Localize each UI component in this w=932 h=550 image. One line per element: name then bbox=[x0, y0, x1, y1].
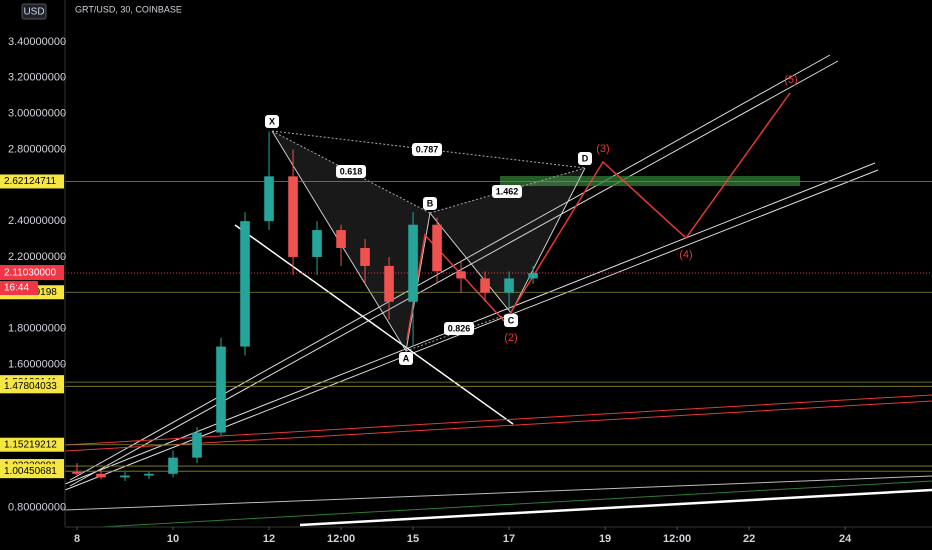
point-label: X bbox=[269, 116, 275, 126]
ratio-badge bbox=[412, 143, 442, 156]
candle-body bbox=[192, 432, 202, 458]
x-tick-label: 24 bbox=[839, 533, 852, 545]
price-tag-label: 1.15219212 bbox=[4, 439, 57, 450]
pattern-fill bbox=[430, 168, 585, 313]
y-tick-label: 1.60000000 bbox=[8, 358, 66, 370]
pattern-ratio-line bbox=[405, 312, 512, 352]
y-tick-label: 2.40000000 bbox=[8, 215, 66, 227]
currency-badge[interactable] bbox=[21, 3, 47, 20]
point-label: B bbox=[427, 198, 434, 208]
channel-line bbox=[69, 60, 839, 487]
y-tick-label: 2.20000000 bbox=[8, 251, 66, 263]
ratio-badge bbox=[336, 165, 366, 178]
candle-body bbox=[96, 473, 106, 478]
point-badge bbox=[578, 152, 592, 165]
trend-line bbox=[64, 394, 932, 446]
x-tick-label: 12:00 bbox=[663, 533, 691, 545]
y-tick-label: 3.20000000 bbox=[8, 72, 66, 84]
x-tick-label: 19 bbox=[599, 533, 611, 545]
point-badge bbox=[399, 352, 413, 365]
x-tick-label: 8 bbox=[74, 533, 80, 545]
wave-path bbox=[406, 92, 791, 341]
candle-body bbox=[72, 471, 82, 474]
trend-line bbox=[299, 488, 932, 527]
candle-body bbox=[216, 346, 226, 433]
ratio-badge bbox=[444, 322, 474, 335]
ratio-label: 0.787 bbox=[416, 144, 439, 154]
candle-body bbox=[336, 230, 346, 248]
wave-label: (2) bbox=[504, 332, 517, 344]
candle-body bbox=[120, 475, 130, 478]
last-price-tag bbox=[0, 265, 64, 281]
countdown-tag bbox=[0, 281, 38, 296]
drawings bbox=[64, 54, 932, 528]
ratio-label: 1.462 bbox=[496, 186, 519, 196]
x-tick-label: 17 bbox=[503, 533, 515, 545]
last-price-label: 2.11030000 bbox=[4, 268, 57, 279]
wave-label: (5) bbox=[784, 74, 797, 86]
candles bbox=[72, 131, 538, 481]
target-zone bbox=[500, 176, 800, 186]
time-axis bbox=[0, 527, 932, 550]
candle-body bbox=[144, 473, 154, 476]
trend-line bbox=[64, 400, 932, 452]
candle-body bbox=[504, 278, 514, 293]
wave-label: (4) bbox=[679, 249, 692, 261]
price-tag-label: 1.00450681 bbox=[4, 466, 57, 477]
trend-line bbox=[234, 224, 514, 425]
countdown-label: 16:44 bbox=[4, 283, 29, 294]
x-tick-label: 22 bbox=[743, 533, 755, 545]
x-tick-label: 15 bbox=[407, 533, 419, 545]
point-label: A bbox=[403, 353, 410, 363]
candle-body bbox=[432, 224, 442, 272]
ratio-label: 0.826 bbox=[448, 323, 471, 333]
y-tick-label: 3.40000000 bbox=[8, 36, 66, 48]
ratio-label: 0.618 bbox=[340, 166, 363, 176]
price-tag bbox=[0, 437, 64, 452]
price-tag bbox=[0, 174, 64, 189]
point-badge bbox=[423, 197, 437, 210]
candle-body bbox=[408, 224, 418, 302]
candle-body bbox=[168, 457, 178, 474]
x-tick-label: 12:00 bbox=[327, 533, 355, 545]
candle-body bbox=[456, 271, 466, 279]
point-label: C bbox=[508, 315, 515, 325]
point-label: D bbox=[582, 153, 589, 163]
candle-body bbox=[240, 221, 250, 347]
candle-body bbox=[312, 230, 322, 257]
point-badge bbox=[504, 314, 518, 327]
trend-line bbox=[64, 475, 932, 511]
channel-line bbox=[69, 54, 831, 481]
x-tick-label: 12 bbox=[263, 533, 275, 545]
candle-body bbox=[288, 176, 298, 257]
candle-body bbox=[264, 176, 274, 222]
axes: 3.40000000 3.20000000 3.00000000 2.80000000… bbox=[0, 36, 852, 545]
candle-body bbox=[360, 248, 370, 266]
y-tick-label: 3.00000000 bbox=[8, 108, 66, 120]
y-tick-label: 2.80000000 bbox=[8, 143, 66, 155]
trend-line bbox=[99, 480, 932, 528]
candle-body bbox=[528, 273, 538, 279]
currency[interactable]: USD bbox=[23, 7, 44, 18]
y-tick-label: 1.80000000 bbox=[8, 323, 66, 335]
price-tag-label: 1.47804033 bbox=[4, 381, 57, 392]
price-tag bbox=[0, 464, 64, 479]
ratio-badge bbox=[492, 185, 522, 198]
wave-label: (3) bbox=[596, 143, 609, 155]
annotations: X A B C D 0.618 0.787 1.462 0.826 (2) (3… bbox=[265, 74, 798, 365]
candle-body bbox=[384, 265, 394, 302]
price-tag-label: 2.62124711 bbox=[4, 176, 57, 187]
price-tag bbox=[0, 379, 64, 394]
y-tick-label: 0.80000000 bbox=[8, 502, 66, 514]
symbol-header: GRT/USD, 30, COINBASE bbox=[75, 4, 182, 14]
x-tick-label: 10 bbox=[167, 533, 179, 545]
point-badge bbox=[265, 115, 279, 128]
candle-body bbox=[480, 278, 490, 293]
